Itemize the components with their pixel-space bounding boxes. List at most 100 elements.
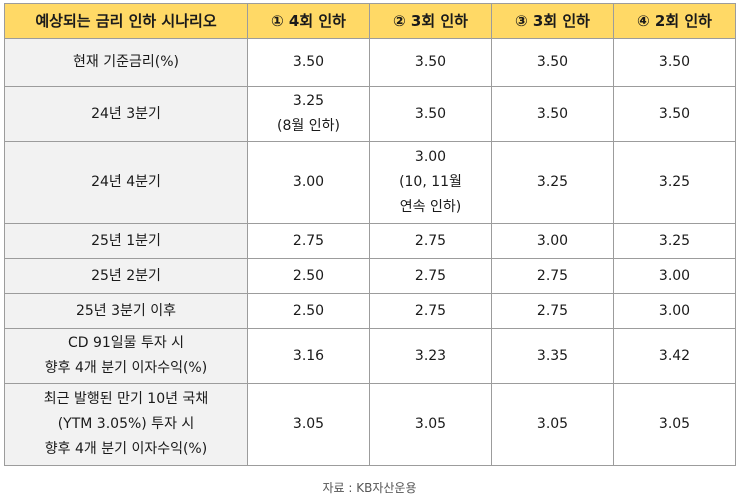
cell-text: 3.50 — [414, 105, 447, 122]
value-cell-c3: 3.05 — [491, 383, 614, 466]
value-cell-c3: 3.50 — [491, 86, 614, 142]
header-col1: ① 4회 인하 — [247, 3, 370, 39]
cell-text: 향후 4개 분기 이자수익(%) — [44, 441, 208, 457]
row-label-cell: 25년 1분기 — [4, 223, 248, 259]
row-label-cell: 25년 2분기 — [4, 258, 248, 294]
value-cell-c1: 3.25 (8월 인하) — [247, 86, 370, 142]
cell-text: 24년 4분기 — [91, 174, 161, 190]
cell-text: 2.75 — [414, 302, 447, 319]
cell-text: 3.00 — [536, 232, 569, 249]
cell-text: 3.00 — [292, 174, 325, 190]
value-cell-c2: 2.75 — [369, 293, 492, 329]
cell-text: 3.23 — [414, 347, 447, 364]
header-col2: ② 3회 인하 — [369, 3, 492, 39]
value-cell-c2: 3.05 — [369, 383, 492, 466]
rate-scenario-table: 예상되는 금리 인하 시나리오 ① 4회 인하 ② 3회 인하 ③ 3회 인하 … — [4, 3, 736, 466]
cell-text: 2.75 — [292, 232, 325, 249]
table-row: 25년 3분기 이후 2.50 2.75 2.75 3.00 — [4, 293, 736, 329]
cell-text: (10, 11월 — [399, 174, 462, 190]
value-cell-c2: 3.23 — [369, 328, 492, 384]
value-cell-c1: 3.50 — [247, 38, 370, 87]
cell-text: (8월 인하) — [277, 118, 340, 134]
value-cell-c4: 3.00 — [613, 258, 736, 294]
cell-text: 25년 3분기 이후 — [75, 302, 177, 319]
cell-text: 3.50 — [292, 54, 325, 70]
cell-text: 3.35 — [536, 347, 569, 364]
cell-text: 24년 3분기 — [91, 105, 161, 122]
cell-text: 2.75 — [414, 232, 447, 249]
value-cell-c1: 2.75 — [247, 223, 370, 259]
table-row: 24년 3분기 3.25 (8월 인하) 3.50 3.50 3.50 — [4, 86, 736, 142]
value-cell-c3: 3.00 — [491, 223, 614, 259]
cell-text: (YTM 3.05%) 투자 시 — [57, 416, 195, 432]
cell-text: 2.75 — [536, 302, 569, 319]
value-cell-c1: 2.50 — [247, 293, 370, 329]
row-label-cell: 24년 3분기 — [4, 86, 248, 142]
header-col3: ③ 3회 인하 — [491, 3, 614, 39]
table-row: 25년 2분기 2.50 2.75 2.75 3.00 — [4, 258, 736, 294]
value-cell-c4: 3.50 — [613, 38, 736, 87]
cell-text: 현재 기준금리(%) — [73, 54, 179, 70]
value-cell-c4: 3.42 — [613, 328, 736, 384]
value-cell-c2: 2.75 — [369, 223, 492, 259]
cell-text: 최근 발행된 만기 10년 국채 — [43, 391, 209, 407]
cell-text: 3.00 — [414, 149, 447, 165]
value-cell-c4: 3.50 — [613, 86, 736, 142]
value-cell-c3: 3.35 — [491, 328, 614, 384]
cell-text: 3.16 — [292, 347, 325, 364]
header-row: 예상되는 금리 인하 시나리오 ① 4회 인하 ② 3회 인하 ③ 3회 인하 … — [4, 3, 736, 39]
row-label-cell: 현재 기준금리(%) — [4, 38, 248, 87]
value-cell-c4: 3.05 — [613, 383, 736, 466]
value-cell-c3: 3.25 — [491, 141, 614, 224]
cell-text: 3.50 — [658, 105, 691, 122]
table-row: 25년 1분기 2.75 2.75 3.00 3.25 — [4, 223, 736, 259]
cell-text: 3.42 — [658, 347, 691, 364]
cell-text: 3.25 — [658, 232, 691, 249]
value-cell-c4: 3.25 — [613, 223, 736, 259]
value-cell-c4: 3.00 — [613, 293, 736, 329]
value-cell-c3: 2.75 — [491, 258, 614, 294]
header-col4: ④ 2회 인하 — [613, 3, 736, 39]
header-scenario: 예상되는 금리 인하 시나리오 — [4, 3, 248, 39]
value-cell-c4: 3.25 — [613, 141, 736, 224]
cell-text: 3.50 — [414, 54, 447, 70]
cell-text: 향후 4개 분기 이자수익(%) — [44, 360, 208, 376]
cell-text: 3.05 — [292, 416, 325, 432]
cell-text: 3.25 — [292, 93, 325, 109]
cell-text: 3.00 — [658, 267, 691, 284]
cell-text: 3.05 — [414, 416, 447, 432]
cell-text: 3.50 — [536, 105, 569, 122]
cell-text: 3.25 — [536, 174, 569, 190]
cell-text: 3.50 — [658, 54, 691, 70]
cell-text: 연속 인하) — [399, 199, 462, 215]
cell-text: 2.75 — [536, 267, 569, 284]
value-cell-c2: 2.75 — [369, 258, 492, 294]
value-cell-c3: 3.50 — [491, 38, 614, 87]
cell-text: CD 91일물 투자 시 — [67, 335, 185, 351]
value-cell-c1: 3.00 — [247, 141, 370, 224]
cell-text: 2.75 — [414, 267, 447, 284]
row-label-cell: 25년 3분기 이후 — [4, 293, 248, 329]
source-note: 자료 : KB자산운용 — [322, 481, 417, 495]
cell-text: 3.00 — [658, 302, 691, 319]
table-row: 현재 기준금리(%) 3.50 3.50 3.50 3.50 — [4, 38, 736, 87]
cell-text: 2.50 — [292, 302, 325, 319]
value-cell-c1: 3.16 — [247, 328, 370, 384]
value-cell-c3: 2.75 — [491, 293, 614, 329]
cell-text: 25년 1분기 — [91, 232, 161, 249]
table-body: 현재 기준금리(%) 3.50 3.50 3.50 3.50 24년 3분기 3.25 (8월… — [4, 38, 736, 466]
row-label-cell: 24년 4분기 — [4, 141, 248, 224]
value-cell-c1: 2.50 — [247, 258, 370, 294]
cell-text: 3.25 — [658, 174, 691, 190]
cell-text: 25년 2분기 — [91, 267, 161, 284]
value-cell-c2: 3.50 — [369, 86, 492, 142]
cell-text: 3.05 — [536, 416, 569, 432]
cell-text: 3.05 — [658, 416, 691, 432]
value-cell-c2: 3.50 — [369, 38, 492, 87]
